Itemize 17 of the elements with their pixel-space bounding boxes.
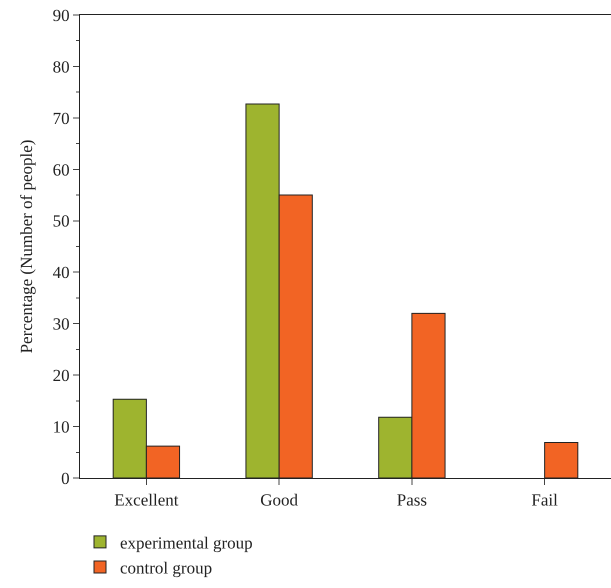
y-tick-label: 60 (52, 160, 70, 180)
legend-label: control group (120, 558, 212, 578)
y-axis-title: Percentage (Number of people) (17, 140, 36, 354)
y-tick-label: 50 (52, 212, 70, 231)
y-tick-label: 90 (52, 6, 70, 25)
x-tick-label: Pass (396, 490, 427, 510)
y-tick-label: 20 (52, 366, 70, 386)
y-tick-label: 10 (52, 418, 70, 437)
y-tick-label: 70 (52, 108, 70, 128)
x-tick-label: Good (260, 490, 299, 510)
legend-label: experimental group (120, 533, 253, 552)
y-tick-label: 40 (52, 263, 70, 282)
x-tick-label: Fail (531, 490, 558, 510)
y-tick-label: 30 (52, 314, 70, 334)
y-tick-label: 0 (61, 468, 70, 488)
y-tick-label: 80 (52, 57, 70, 76)
x-tick-label: Excellent (114, 490, 179, 510)
